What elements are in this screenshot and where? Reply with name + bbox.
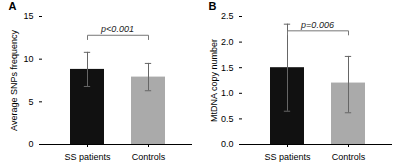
svg-text:1.0: 1.0 <box>221 88 234 98</box>
svg-text:B: B <box>209 0 217 12</box>
svg-text:Controls: Controls <box>332 152 366 162</box>
svg-text:5: 5 <box>28 97 33 107</box>
svg-text:SS patients: SS patients <box>64 152 111 162</box>
svg-text:0.0: 0.0 <box>221 139 234 149</box>
svg-text:Controls: Controls <box>132 152 166 162</box>
svg-text:2.5: 2.5 <box>221 11 234 21</box>
svg-text:SS patients: SS patients <box>264 152 311 162</box>
svg-text:MtDNA copy number: MtDNA copy number <box>209 39 219 122</box>
svg-text:0: 0 <box>28 139 33 149</box>
svg-text:p<0.001: p<0.001 <box>100 24 134 34</box>
svg-text:2.0: 2.0 <box>221 37 234 47</box>
svg-text:p=0.006: p=0.006 <box>300 20 334 30</box>
svg-text:1.5: 1.5 <box>221 63 234 73</box>
svg-text:A: A <box>9 0 17 12</box>
svg-text:10: 10 <box>23 54 33 64</box>
svg-text:15: 15 <box>23 11 33 21</box>
svg-text:Average SNPs frequency: Average SNPs frequency <box>9 30 19 131</box>
svg-text:0.5: 0.5 <box>221 114 234 124</box>
